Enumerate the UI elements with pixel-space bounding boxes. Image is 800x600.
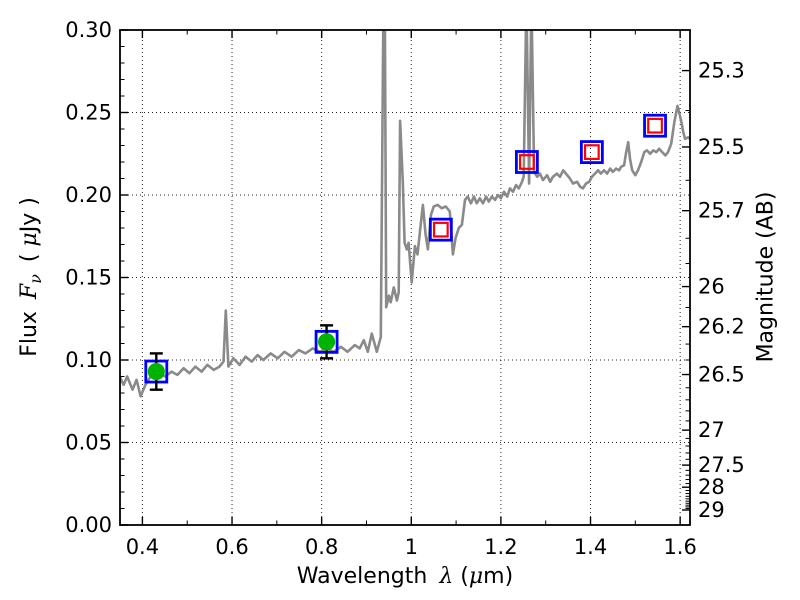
- flux-unit: Jy ): [16, 197, 42, 233]
- marker-red-square: [583, 144, 600, 161]
- x-tick-label: 0.4: [126, 535, 159, 559]
- spectrum-line: [120, 30, 690, 398]
- flux-tick-label: 0.10: [65, 348, 112, 372]
- left-y-axis-label: Flux Fν ( μJy ): [17, 197, 45, 357]
- mu-symbol: μ: [468, 564, 484, 589]
- nir-photometry-point: [514, 150, 539, 174]
- x-axis-label-word: Wavelength: [296, 564, 428, 589]
- lambda-symbol: λ: [439, 564, 454, 589]
- magnitude-tick-label: 25.5: [698, 135, 745, 159]
- x-tick-label: 1.2: [484, 535, 517, 559]
- flux-tick-label: 0.20: [65, 183, 112, 207]
- marker-green-circle: [317, 333, 336, 351]
- marker-blue-square: [643, 113, 667, 138]
- grid: [120, 29, 690, 525]
- x-tick-label: 1.6: [663, 535, 696, 559]
- x-tick-label: 1.4: [574, 535, 607, 559]
- x-tick-label: 1: [405, 535, 418, 559]
- magnitude-tick-label: 25.7: [698, 199, 745, 223]
- x-axis-label: Wavelength λ (μm): [120, 564, 690, 589]
- tick-labels: 0.4 0.6 0.8 1 1.2 1.4 1.6 0.00 0.05 0.10 0.15 0.20 0…: [65, 18, 745, 559]
- flux-mu-symbol: μ: [16, 232, 42, 247]
- axis-ticks: [120, 29, 690, 526]
- nir-photometry-point: [643, 113, 667, 138]
- marker-blue-square: [428, 217, 453, 242]
- flux-tick-label: 0.30: [65, 18, 112, 42]
- magnitude-tick-label: 26.5: [698, 363, 745, 387]
- nu-subscript: ν: [26, 274, 46, 284]
- x-tick-label: 0.6: [215, 535, 248, 559]
- magnitude-tick-label: 29: [698, 498, 725, 522]
- marker-blue-square: [579, 140, 604, 165]
- data-layer: [120, 30, 690, 398]
- flux-tick-label: 0.00: [65, 513, 112, 537]
- optical-photometry-point: [314, 324, 339, 360]
- flux-unit-open: (: [16, 246, 42, 263]
- flux-tick-label: 0.05: [65, 431, 112, 455]
- nir-photometry-point: [579, 140, 604, 165]
- optical-photometry-point: [144, 352, 169, 391]
- marker-blue-square: [514, 150, 539, 174]
- magnitude-tick-label: 28: [698, 475, 725, 499]
- marker-red-square: [647, 117, 663, 134]
- marker-green-circle: [147, 362, 165, 381]
- right-y-axis-label: Magnitude (AB): [753, 191, 779, 363]
- nir-photometry-point: [428, 217, 453, 242]
- flux-tick-label: 0.15: [65, 266, 112, 290]
- x-unit-open: (: [460, 564, 469, 589]
- flux-word: Flux: [16, 311, 42, 357]
- magnitude-tick-label: 25.3: [698, 59, 745, 83]
- marker-red-square: [518, 154, 535, 170]
- x-unit-close: m): [483, 564, 514, 589]
- magnitude-tick-label: 26: [698, 275, 725, 299]
- magnitude-tick-label: 27.5: [698, 453, 745, 477]
- x-tick-label: 0.8: [305, 535, 338, 559]
- flux-tick-label: 0.25: [65, 101, 112, 125]
- marker-red-square: [432, 221, 449, 238]
- magnitude-tick-label: 27: [698, 418, 725, 442]
- flux-symbol: F: [16, 283, 42, 300]
- magnitude-tick-label: 26.2: [698, 315, 745, 339]
